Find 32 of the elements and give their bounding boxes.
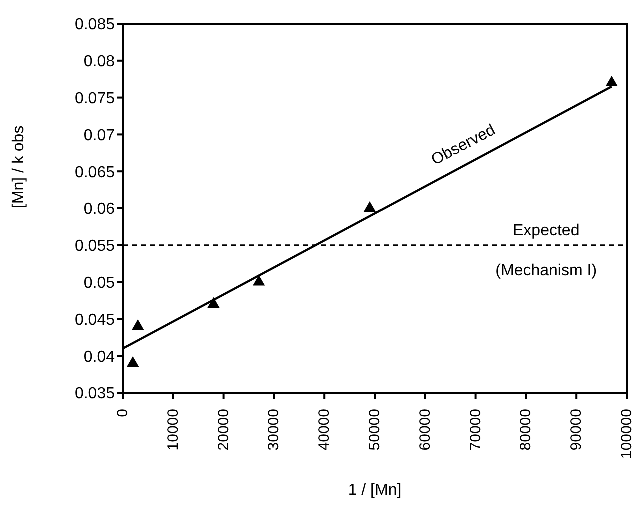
x-tick-label: 20000 (215, 409, 232, 451)
y-tick-label: 0.08 (84, 54, 116, 71)
y-tick-label: 0.075 (74, 90, 116, 108)
point (208, 297, 220, 308)
y-tick-label: 0.04 (84, 348, 116, 366)
x-tick-label: 0 (114, 409, 132, 418)
y-tick-label: 0.05 (84, 274, 116, 292)
y-tick-label: 0.065 (74, 164, 116, 182)
point (132, 320, 144, 330)
x-tick-label: 10000 (164, 409, 182, 451)
x-tick-label: 40000 (316, 409, 334, 451)
x-tick-label: 70000 (467, 409, 484, 451)
y-tick-label: 0.035 (74, 386, 116, 403)
x-tick-label: 90000 (568, 409, 586, 451)
x-tick-label: 30000 (266, 409, 283, 451)
x-tick-label: 80000 (518, 409, 535, 451)
point (606, 76, 618, 87)
point (127, 356, 140, 367)
x-tick-label: 50000 (366, 409, 384, 451)
y-tick-label: 0.085 (74, 16, 116, 34)
y-tick-label: 0.045 (74, 312, 116, 329)
annotation: (Mechanism I) (496, 262, 598, 280)
point (364, 201, 376, 212)
annotation: Expected (513, 222, 580, 240)
x-tick-label: 60000 (416, 409, 434, 451)
x-axis-title: 1 / [Mn] (348, 482, 402, 499)
y-axis-title: [Mn] / k obs (10, 126, 28, 208)
y-tick-label: 0.055 (74, 238, 116, 256)
y-tick-label: 0.07 (84, 127, 116, 144)
point (253, 275, 266, 286)
y-tick-label: 0.06 (84, 201, 116, 218)
x-tick-label: 100000 (618, 409, 636, 460)
